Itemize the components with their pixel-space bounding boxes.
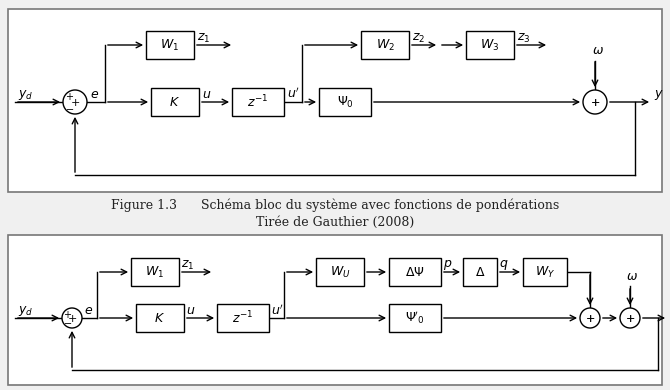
Bar bbox=[151, 88, 199, 116]
Text: $\omega$: $\omega$ bbox=[626, 269, 638, 282]
Text: $\Psi'_0$: $\Psi'_0$ bbox=[405, 310, 425, 326]
Text: Figure 1.3      Schéma bloc du système avec fonctions de pondérations: Figure 1.3 Schéma bloc du système avec f… bbox=[111, 198, 559, 212]
Text: $z_3$: $z_3$ bbox=[517, 32, 531, 44]
Text: $e$: $e$ bbox=[84, 305, 93, 317]
Text: $W_1$: $W_1$ bbox=[145, 264, 165, 280]
Bar bbox=[8, 235, 662, 385]
Text: $z_1$: $z_1$ bbox=[181, 259, 194, 271]
Bar bbox=[146, 31, 194, 59]
Circle shape bbox=[583, 90, 607, 114]
Text: $u$: $u$ bbox=[202, 87, 211, 101]
Text: $+$: $+$ bbox=[590, 96, 600, 108]
Text: $z_1$: $z_1$ bbox=[197, 32, 210, 44]
Text: $u$: $u$ bbox=[186, 305, 196, 317]
Circle shape bbox=[620, 308, 640, 328]
Text: $z_2$: $z_2$ bbox=[412, 32, 425, 44]
Circle shape bbox=[62, 308, 82, 328]
Text: $W_2$: $W_2$ bbox=[375, 37, 395, 53]
Text: $y_d$: $y_d$ bbox=[18, 88, 34, 102]
Bar bbox=[389, 258, 441, 286]
Bar bbox=[463, 258, 497, 286]
Bar bbox=[217, 304, 269, 332]
Circle shape bbox=[63, 90, 87, 114]
Text: $W_U$: $W_U$ bbox=[330, 264, 350, 280]
Bar bbox=[232, 88, 284, 116]
Text: $q$: $q$ bbox=[499, 258, 509, 272]
Bar bbox=[466, 31, 514, 59]
Text: $+$: $+$ bbox=[67, 312, 77, 323]
Text: $W_1$: $W_1$ bbox=[160, 37, 180, 53]
Bar bbox=[316, 258, 364, 286]
Text: $-$: $-$ bbox=[64, 319, 72, 328]
Text: $e$: $e$ bbox=[90, 87, 99, 101]
Bar bbox=[523, 258, 567, 286]
Text: $+$: $+$ bbox=[585, 312, 595, 323]
Text: $+$: $+$ bbox=[70, 96, 80, 108]
Text: $p$: $p$ bbox=[443, 258, 452, 272]
Bar bbox=[136, 304, 184, 332]
Bar bbox=[389, 304, 441, 332]
Text: $\Delta\Psi$: $\Delta\Psi$ bbox=[405, 266, 425, 278]
Text: $\Delta$: $\Delta$ bbox=[475, 266, 485, 278]
Text: $+$: $+$ bbox=[625, 312, 635, 323]
Text: $W_Y$: $W_Y$ bbox=[535, 264, 555, 280]
Bar bbox=[8, 9, 662, 192]
Text: Tirée de Gauthier (2008): Tirée de Gauthier (2008) bbox=[256, 216, 414, 229]
Text: $z^{-1}$: $z^{-1}$ bbox=[247, 94, 269, 110]
Text: $\omega$: $\omega$ bbox=[592, 44, 604, 57]
Bar bbox=[319, 88, 371, 116]
Bar bbox=[131, 258, 179, 286]
Text: $+$: $+$ bbox=[585, 312, 595, 323]
Text: $-$: $-$ bbox=[66, 103, 74, 112]
Bar bbox=[361, 31, 409, 59]
Text: $y$: $y$ bbox=[654, 88, 664, 102]
Text: $+$: $+$ bbox=[66, 92, 74, 103]
Text: $K$: $K$ bbox=[155, 312, 165, 324]
Text: $u'$: $u'$ bbox=[287, 87, 299, 101]
Text: $+$: $+$ bbox=[590, 96, 600, 108]
Text: $u'$: $u'$ bbox=[271, 304, 284, 318]
Text: $K$: $K$ bbox=[170, 96, 180, 108]
Text: $+$: $+$ bbox=[64, 308, 72, 319]
Text: $y_d$: $y_d$ bbox=[18, 304, 34, 318]
Circle shape bbox=[580, 308, 600, 328]
Text: $W_3$: $W_3$ bbox=[480, 37, 500, 53]
Text: $\Psi_0$: $\Psi_0$ bbox=[336, 94, 354, 110]
Text: $+$: $+$ bbox=[625, 312, 635, 323]
Text: $z^{-1}$: $z^{-1}$ bbox=[232, 310, 254, 326]
